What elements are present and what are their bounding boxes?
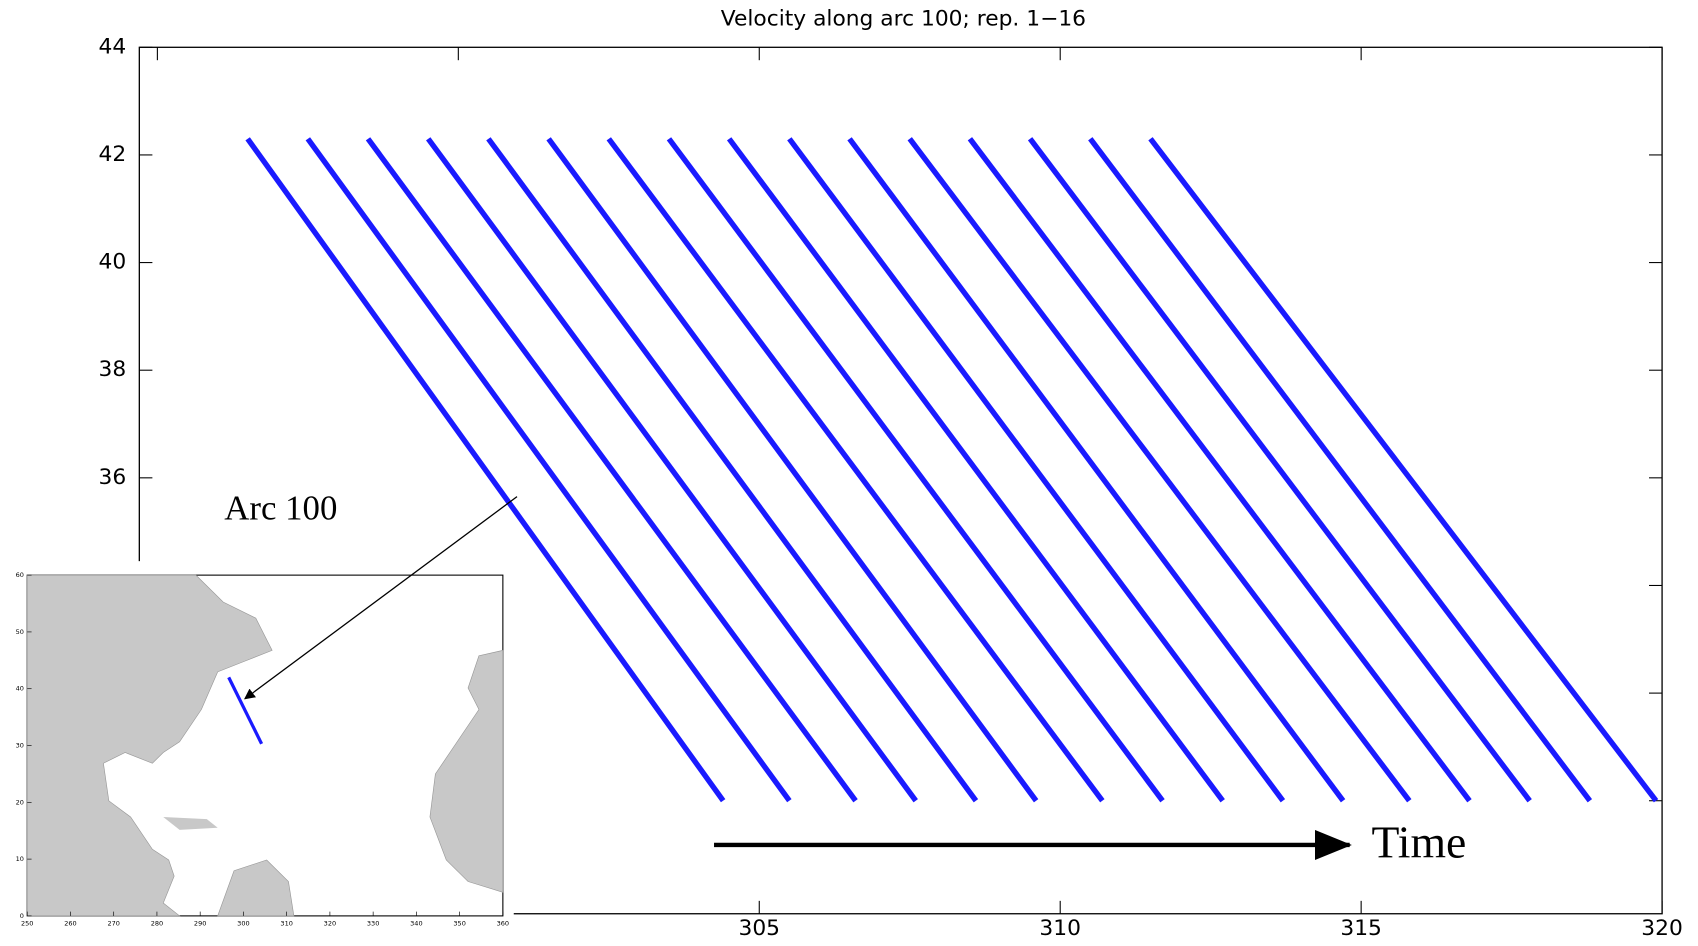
arc-label: Arc 100 xyxy=(224,490,337,528)
x-tick-label: 320 xyxy=(1641,916,1683,941)
inset-x-tick-label: 270 xyxy=(107,919,119,927)
velocity-track xyxy=(907,137,1412,803)
land-africa xyxy=(429,649,504,893)
y-tick-label: 36 xyxy=(99,465,127,490)
land-cuba xyxy=(163,817,218,830)
inset-y-tick-label: 40 xyxy=(16,685,24,693)
velocity-track xyxy=(486,137,979,803)
velocity-track xyxy=(1027,137,1532,803)
inset-arc xyxy=(227,676,264,745)
inset-y-tick-label: 50 xyxy=(16,628,24,636)
velocity-track xyxy=(305,137,792,803)
plot-frame xyxy=(138,46,1663,915)
inset-x-tick-label: 280 xyxy=(151,919,163,927)
inset-x-tick-label: 330 xyxy=(367,919,379,927)
inset-y-tick-label: 0 xyxy=(20,912,24,920)
velocity-track xyxy=(606,137,1105,803)
inset-y-tick-label: 10 xyxy=(16,855,24,863)
land-south-america xyxy=(217,859,295,917)
velocity-track xyxy=(847,137,1346,803)
arc-pointer xyxy=(244,496,518,700)
velocity-track xyxy=(426,137,918,803)
time-label: Time xyxy=(1371,818,1466,868)
x-tick-label: 315 xyxy=(1340,916,1382,941)
land-americas xyxy=(26,574,273,917)
chart-title: Velocity along arc 100; rep. 1−16 xyxy=(721,6,1086,31)
velocity-track xyxy=(1148,137,1659,803)
inset-x-tick-label: 250 xyxy=(21,919,33,927)
velocity-track xyxy=(726,137,1225,803)
velocity-track xyxy=(365,137,858,803)
x-tick-label: 310 xyxy=(1039,916,1081,941)
inset-x-tick-label: 340 xyxy=(410,919,422,927)
inset-x-tick-label: 310 xyxy=(280,919,292,927)
velocity-track xyxy=(245,137,726,803)
inset-y-tick-label: 20 xyxy=(16,798,24,806)
inset-x-tick-label: 290 xyxy=(194,919,206,927)
velocity-track xyxy=(787,137,1286,803)
velocity-track xyxy=(967,137,1472,803)
inset-y-tick-label: 60 xyxy=(16,571,24,579)
y-tick-label: 44 xyxy=(99,34,127,59)
inset-x-tick-label: 300 xyxy=(237,919,249,927)
y-tick-label: 38 xyxy=(99,357,127,382)
y-tick-label: 40 xyxy=(99,250,127,275)
inset-x-tick-label: 360 xyxy=(497,919,509,927)
x-tick-label: 305 xyxy=(738,916,780,941)
velocity-track xyxy=(666,137,1165,803)
inset-x-tick-label: 320 xyxy=(324,919,336,927)
y-tick-label: 42 xyxy=(99,142,127,167)
velocity-track xyxy=(546,137,1039,803)
inset-x-tick-label: 260 xyxy=(64,919,76,927)
inset-x-tick-label: 350 xyxy=(453,919,465,927)
inset-map: 250 260 270 280 290 300 310 320 330 340 350 360 0 10 2… xyxy=(0,561,514,946)
velocity-track xyxy=(1088,137,1593,803)
plot-area: 3032343638404244295300305310315320 xyxy=(99,34,1683,940)
inset-y-tick-label: 30 xyxy=(16,742,24,750)
